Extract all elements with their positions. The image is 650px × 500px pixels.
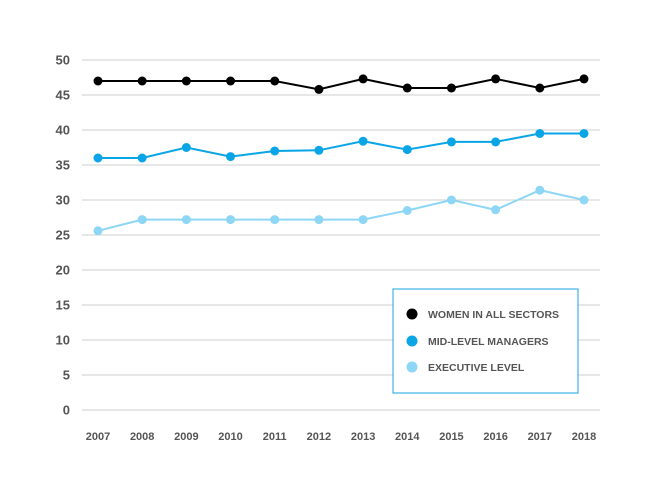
data-point — [535, 83, 545, 93]
data-point — [491, 74, 501, 84]
data-point — [446, 195, 456, 205]
x-tick-label: 2007 — [86, 431, 110, 443]
legend: WOMEN IN ALL SECTORS MID-LEVEL MANAGERS EX… — [392, 288, 579, 394]
y-tick-label: 15 — [56, 298, 70, 313]
x-tick-label: 2018 — [572, 431, 596, 443]
data-point — [137, 76, 147, 86]
legend-box — [392, 288, 579, 394]
series-group — [93, 74, 589, 236]
data-point — [314, 145, 324, 155]
series-1 — [93, 129, 589, 163]
y-tick-label: 10 — [56, 333, 70, 348]
data-point — [93, 76, 103, 86]
data-point — [93, 226, 103, 236]
data-point — [137, 215, 147, 225]
data-point — [181, 215, 191, 225]
x-tick-label: 2017 — [528, 431, 552, 443]
y-tick-label: 20 — [56, 263, 70, 278]
y-tick-label: 25 — [56, 228, 70, 243]
x-tick-label: 2012 — [307, 431, 331, 443]
series-2 — [93, 185, 589, 236]
data-point — [226, 152, 236, 162]
legend-marker — [406, 308, 418, 320]
data-point — [579, 74, 589, 84]
y-tick-label: 40 — [56, 123, 70, 138]
series-line — [98, 132, 584, 159]
data-point — [181, 143, 191, 152]
x-tick-label: 2013 — [351, 431, 375, 443]
data-point — [446, 137, 456, 147]
legend-marker — [406, 361, 418, 373]
legend-marker — [406, 335, 418, 347]
data-point — [358, 74, 368, 84]
x-tick-label: 2015 — [439, 431, 463, 443]
legend-items: WOMEN IN ALL SECTORS MID-LEVEL MANAGERS EX… — [406, 308, 559, 374]
y-axis-ticks: 0 5 10 15 20 25 30 35 40 45 50 — [56, 53, 70, 418]
gridlines — [82, 59, 600, 411]
data-point — [535, 129, 545, 138]
data-point — [270, 76, 280, 86]
legend-label: EXECUTIVE LEVEL — [428, 362, 525, 374]
x-tick-label: 2016 — [483, 431, 507, 443]
data-point — [491, 205, 501, 215]
series-line — [97, 189, 585, 232]
data-point — [137, 153, 147, 163]
y-tick-label: 0 — [63, 403, 70, 418]
series-0 — [93, 74, 589, 94]
x-tick-label: 2009 — [174, 431, 198, 443]
x-tick-label: 2014 — [395, 431, 420, 443]
x-tick-label: 2011 — [263, 431, 287, 443]
data-point — [314, 215, 324, 225]
data-point — [358, 136, 368, 146]
data-point — [314, 84, 324, 94]
data-point — [402, 206, 412, 215]
data-point — [93, 153, 103, 163]
legend-label: WOMEN IN ALL SECTORS — [428, 309, 559, 321]
x-tick-label: 2010 — [218, 431, 242, 443]
data-point — [491, 137, 501, 147]
y-tick-label: 45 — [56, 88, 70, 103]
series-line — [98, 77, 585, 91]
x-axis-ticks: 2007 2008 2009 2010 2011 2012 2013 2014 2015 2016… — [86, 431, 596, 443]
data-point — [226, 76, 236, 86]
data-point — [402, 83, 412, 93]
y-tick-label: 5 — [63, 368, 70, 383]
data-point — [402, 145, 412, 155]
y-tick-label: 35 — [56, 158, 70, 173]
y-tick-label: 30 — [56, 193, 70, 208]
data-point — [270, 215, 280, 225]
data-point — [270, 146, 280, 156]
x-tick-label: 2008 — [130, 431, 154, 443]
data-point — [226, 215, 236, 225]
data-point — [579, 129, 589, 138]
data-point — [579, 195, 589, 205]
data-point — [181, 76, 191, 86]
data-point — [446, 83, 456, 93]
legend-label: MID-LEVEL MANAGERS — [428, 336, 549, 348]
data-point — [358, 215, 368, 225]
y-tick-label: 50 — [56, 53, 70, 68]
data-point — [535, 185, 545, 195]
